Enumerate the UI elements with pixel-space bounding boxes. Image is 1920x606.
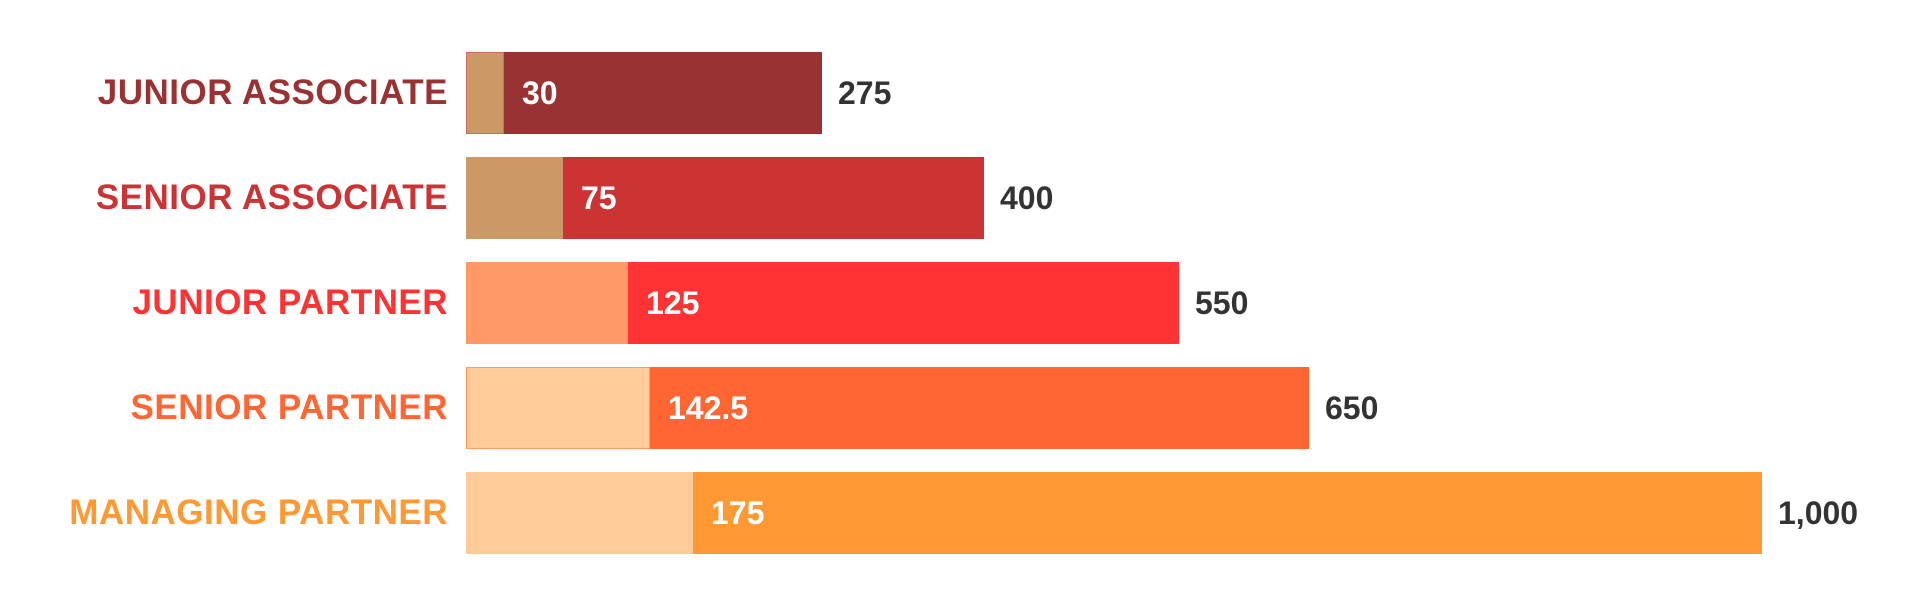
bar-segment-light bbox=[466, 367, 650, 449]
inner-value-label: 30 bbox=[522, 75, 558, 111]
category-label: JUNIOR PARTNER bbox=[132, 283, 448, 322]
bar: 142.5 bbox=[466, 367, 1309, 449]
chart-row-managing-partner: MANAGING PARTNER 175 1,000 bbox=[0, 472, 1920, 554]
category-label: SENIOR PARTNER bbox=[130, 388, 448, 427]
bar-segment-main: 75 bbox=[563, 157, 984, 239]
bar-segment-light bbox=[466, 262, 628, 344]
chart-row-junior-partner: JUNIOR PARTNER 125 550 bbox=[0, 262, 1920, 344]
bar-segment-main: 125 bbox=[628, 262, 1179, 344]
chart-row-senior-partner: SENIOR PARTNER 142.5 650 bbox=[0, 367, 1920, 449]
inner-value-label: 75 bbox=[581, 180, 617, 216]
inner-value-label: 142.5 bbox=[668, 390, 749, 426]
category-label: MANAGING PARTNER bbox=[69, 493, 448, 532]
inner-value-label: 175 bbox=[711, 495, 765, 531]
category-label: JUNIOR ASSOCIATE bbox=[97, 73, 448, 112]
bar: 125 bbox=[466, 262, 1179, 344]
bar-segment-light bbox=[466, 157, 563, 239]
bar-segment-main: 142.5 bbox=[650, 367, 1309, 449]
chart-row-junior-associate: JUNIOR ASSOCIATE 30 275 bbox=[0, 52, 1920, 134]
total-value-label: 650 bbox=[1325, 390, 1379, 426]
total-value-label: 1,000 bbox=[1778, 495, 1859, 531]
bar-segment-main: 175 bbox=[693, 472, 1762, 554]
category-label: SENIOR ASSOCIATE bbox=[95, 178, 448, 217]
bar-segment-light bbox=[466, 472, 693, 554]
total-value-label: 400 bbox=[1000, 180, 1054, 216]
bar: 75 bbox=[466, 157, 984, 239]
bar-segment-light bbox=[466, 52, 504, 134]
bar-segment-main: 30 bbox=[504, 52, 822, 134]
total-value-label: 275 bbox=[838, 75, 892, 111]
bar: 175 bbox=[466, 472, 1762, 554]
total-value-label: 550 bbox=[1195, 285, 1249, 321]
chart-row-senior-associate: SENIOR ASSOCIATE 75 400 bbox=[0, 157, 1920, 239]
bar: 30 bbox=[466, 52, 822, 134]
inner-value-label: 125 bbox=[646, 285, 700, 321]
